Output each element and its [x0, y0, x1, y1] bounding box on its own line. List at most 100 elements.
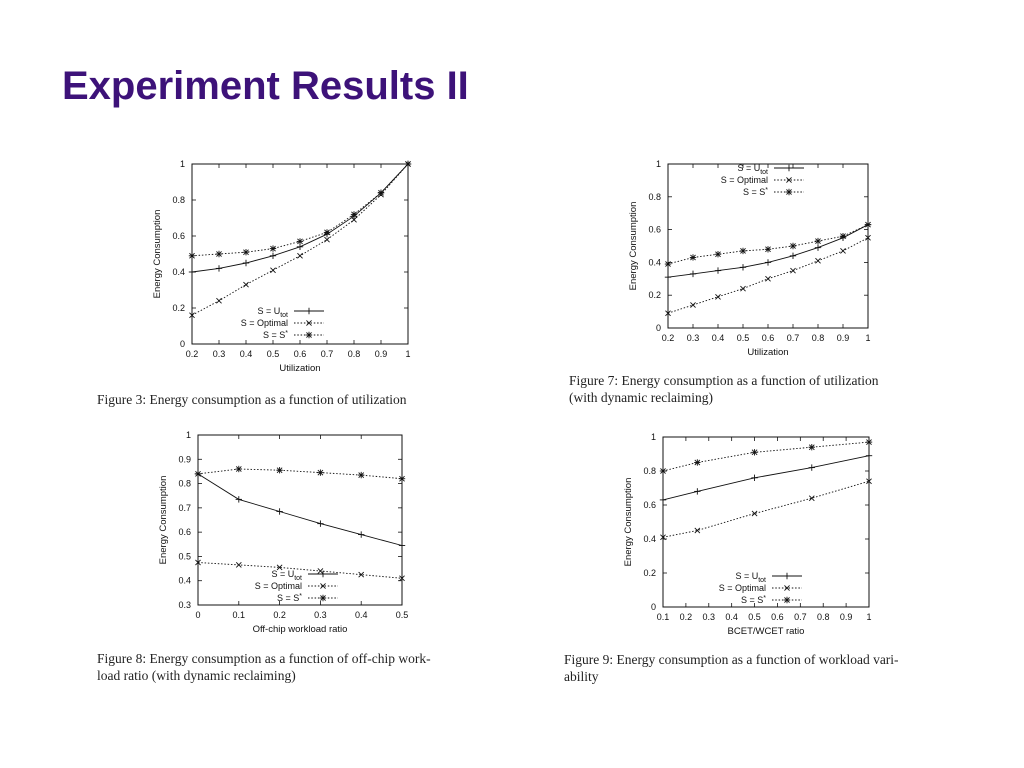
data-point: [659, 496, 667, 504]
data-point: [235, 496, 242, 503]
data-point: [714, 267, 722, 274]
y-tick-label: 0.6: [172, 231, 185, 241]
data-point: [351, 216, 357, 223]
legend-marker: [305, 307, 313, 315]
x-tick-label: 0.3: [213, 349, 226, 359]
data-point: [358, 531, 365, 538]
legend-marker: [305, 331, 313, 339]
x-tick-label: 0.5: [737, 333, 750, 343]
plot-frame: [191, 163, 409, 345]
x-tick-label: 0.8: [817, 612, 830, 622]
data-point: [188, 268, 196, 276]
y-tick-label: 0.6: [643, 500, 656, 510]
x-tick-label: 0.4: [240, 349, 253, 359]
data-point: [665, 310, 671, 317]
x-tick-label: 0.9: [837, 333, 850, 343]
x-tick-label: 0.3: [703, 612, 716, 622]
legend-label: S = Optimal: [255, 581, 302, 591]
x-tick-label: 0.6: [762, 333, 775, 343]
data-point: [789, 252, 797, 260]
y-tick-label: 1: [186, 430, 191, 440]
data-point: [215, 250, 223, 258]
data-point: [689, 270, 697, 278]
x-tick-label: 0.3: [687, 333, 700, 343]
data-point: [189, 312, 195, 319]
y-axis-label: Energy Consumption: [628, 202, 639, 291]
y-tick-label: 0.4: [648, 257, 661, 267]
x-axis-label: BCET/WCET ratio: [728, 626, 805, 637]
legend-marker: [786, 177, 792, 183]
data-point: [215, 265, 223, 272]
y-tick-label: 0: [656, 323, 661, 333]
legend-label: S = Utot: [271, 569, 302, 582]
x-tick-label: 0.7: [787, 333, 800, 343]
legend-label: S = Utot: [737, 163, 768, 176]
x-tick-label: 0.3: [314, 610, 327, 620]
data-point: [694, 459, 701, 466]
x-tick-label: 0.2: [662, 333, 675, 343]
data-point: [296, 238, 304, 245]
x-tick-label: 0.8: [348, 349, 361, 359]
data-point: [660, 534, 666, 541]
caption-fig9-line1: Figure 9: Energy consumption as a functi…: [564, 652, 899, 667]
y-tick-label: 0.8: [172, 195, 185, 205]
data-point: [790, 267, 796, 274]
data-point: [404, 160, 412, 168]
data-point: [808, 495, 815, 502]
y-axis-label: Energy Consumption: [158, 476, 169, 565]
data-point: [815, 257, 821, 264]
data-point: [690, 302, 696, 308]
data-point: [323, 229, 331, 236]
y-tick-label: 0: [180, 339, 185, 349]
legend-marker: [784, 585, 790, 591]
y-tick-label: 0.8: [643, 466, 656, 476]
caption-fig8: Figure 8: Energy consumption as a functi…: [97, 650, 431, 684]
data-point: [235, 465, 242, 473]
plot-frame: [667, 163, 869, 329]
caption-fig7-line1: Figure 7: Energy consumption as a functi…: [569, 373, 879, 388]
legend-marker: [306, 320, 312, 326]
x-tick-label: 1: [865, 333, 870, 343]
data-point: [398, 475, 406, 482]
legend-label: S = Optimal: [719, 583, 766, 593]
data-point: [714, 251, 722, 258]
x-axis-label: Utilization: [279, 363, 320, 374]
y-tick-label: 0.2: [643, 568, 656, 578]
chart-fig8-svg: 0 0.1 0.2 0.3 0.4 0.5 0.3 0.4 0.5 0.6 0.7 0.8 0.9 1 Of…: [158, 430, 408, 635]
y-tick-label: 0.3: [178, 600, 191, 610]
data-point: [195, 559, 201, 566]
data-point: [866, 478, 872, 485]
data-point: [765, 275, 771, 282]
series-line-0: [197, 473, 403, 546]
y-tick-label: 0.7: [178, 503, 191, 513]
data-point: [216, 297, 222, 304]
x-tick-label: 0.9: [375, 349, 388, 359]
y-axis-label: Energy Consumption: [623, 478, 634, 567]
legend-marker: [319, 570, 327, 578]
x-tick-label: 0.5: [748, 612, 761, 622]
x-tick-label: 0.2: [186, 349, 199, 359]
x-tick-label: 0.4: [355, 610, 368, 620]
x-tick-label: 0.4: [712, 333, 725, 343]
caption-fig9: Figure 9: Energy consumption as a functi…: [564, 651, 899, 685]
legend-label: S = S*: [741, 595, 766, 605]
y-tick-label: 1: [656, 159, 661, 169]
data-point: [814, 237, 822, 245]
legend-label: S = Utot: [257, 306, 288, 319]
data-point: [317, 520, 324, 527]
data-point: [269, 245, 277, 252]
y-tick-label: 1: [180, 159, 185, 169]
x-tick-label: 0.7: [321, 349, 334, 359]
x-tick-label: 0.9: [840, 612, 853, 622]
series-line-2: [667, 224, 869, 265]
data-point: [296, 243, 304, 250]
caption-fig7: Figure 7: Energy consumption as a functi…: [569, 372, 878, 406]
y-tick-label: 0: [651, 602, 656, 612]
data-point: [751, 449, 758, 456]
chart-fig7-svg: 0.2 0.3 0.4 0.5 0.6 0.7 0.8 0.9 100.20.40.60.81U…: [628, 159, 872, 358]
x-axis-label: Utilization: [747, 347, 788, 358]
data-point: [715, 293, 721, 300]
legend-label: S = S*: [743, 187, 768, 197]
